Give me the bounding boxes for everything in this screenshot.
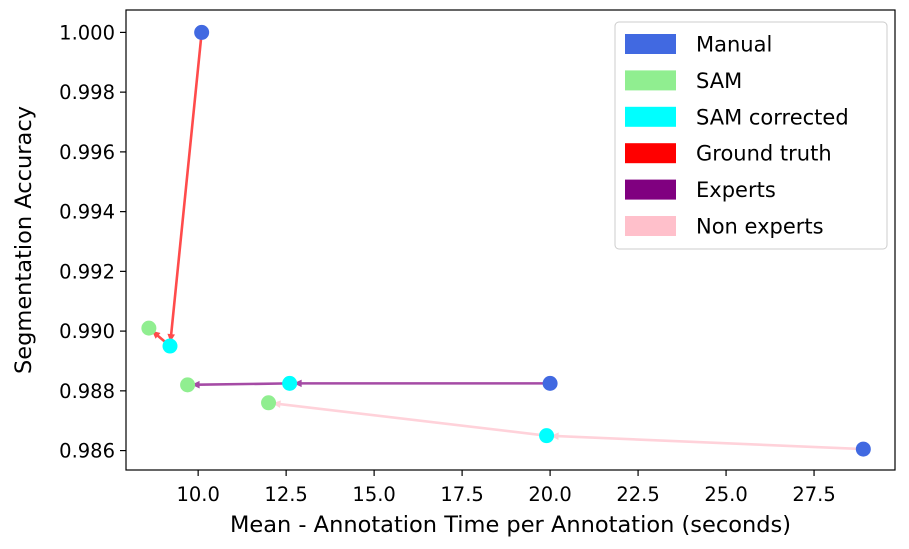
point-ground-truth-manual bbox=[194, 24, 210, 40]
plot-frame bbox=[125, 9, 896, 471]
y-tick-label: 0.996 bbox=[59, 141, 115, 164]
point-non-experts-sam bbox=[261, 395, 277, 411]
arrow-non-experts bbox=[550, 432, 864, 451]
x-tick-label: 25.0 bbox=[704, 483, 747, 506]
x-tick-label: 12.5 bbox=[264, 483, 307, 506]
y-tick-label: 0.994 bbox=[59, 201, 115, 224]
legend-frame bbox=[614, 21, 888, 250]
legend-label-manual: Manual bbox=[696, 33, 772, 57]
y-axis: 0.986 0.988 0.990 0.992 0.994 0.996 0.998 1.000 bbox=[59, 21, 126, 463]
points-layer bbox=[141, 24, 871, 457]
legend-label-non-experts: Non experts bbox=[696, 215, 824, 239]
x-tick-label: 20.0 bbox=[528, 483, 571, 506]
legend-label-sam-corrected: SAM corrected bbox=[696, 105, 849, 129]
legend-swatch-sam-corrected bbox=[625, 106, 676, 127]
legend-label-experts: Experts bbox=[696, 178, 776, 202]
x-axis-title: Mean - Annotation Time per Annotation (s… bbox=[230, 512, 791, 538]
legend: Manual SAM SAM corrected Ground truth Expert… bbox=[614, 21, 888, 250]
arrows-layer bbox=[151, 32, 864, 451]
arrow-experts bbox=[293, 379, 551, 388]
legend-label-sam: SAM bbox=[696, 69, 742, 93]
legend-swatch-manual bbox=[625, 34, 676, 54]
arrow-experts bbox=[191, 380, 290, 389]
point-non-experts-manual bbox=[855, 441, 871, 457]
legend-label-ground-truth: Ground truth bbox=[696, 142, 832, 166]
y-axis-title: Segmentation Accuracy bbox=[11, 106, 37, 374]
point-ground-truth-sam bbox=[141, 320, 157, 336]
y-tick-label: 0.998 bbox=[59, 81, 115, 104]
x-tick-label: 15.0 bbox=[352, 483, 395, 506]
x-tick-label: 17.5 bbox=[440, 483, 483, 506]
legend-swatch-non-experts bbox=[625, 216, 676, 236]
y-tick-label: 0.988 bbox=[59, 380, 115, 403]
point-experts-sam bbox=[180, 377, 196, 393]
arrow-non-experts bbox=[272, 400, 547, 437]
point-ground-truth-sam-corrected bbox=[162, 338, 178, 354]
y-tick-label: 0.992 bbox=[59, 260, 115, 283]
x-tick-label: 22.5 bbox=[616, 483, 659, 506]
x-tick-label: 27.5 bbox=[792, 483, 835, 506]
point-non-experts-sam-corrected bbox=[539, 428, 555, 444]
legend-swatch-ground-truth bbox=[625, 143, 676, 164]
y-tick-label: 0.990 bbox=[59, 320, 115, 343]
arrow-ground-truth bbox=[167, 32, 203, 343]
x-axis: 10.0 12.5 15.0 17.5 20.0 22.5 25.0 27.5 bbox=[176, 470, 836, 506]
legend-swatch-experts bbox=[625, 179, 676, 200]
x-tick-label: 10.0 bbox=[176, 483, 219, 506]
point-experts-manual bbox=[542, 375, 558, 391]
y-tick-label: 0.986 bbox=[59, 440, 115, 463]
legend-swatch-sam bbox=[625, 70, 676, 91]
y-tick-label: 1.000 bbox=[59, 21, 115, 44]
point-experts-sam-corrected bbox=[282, 375, 298, 391]
